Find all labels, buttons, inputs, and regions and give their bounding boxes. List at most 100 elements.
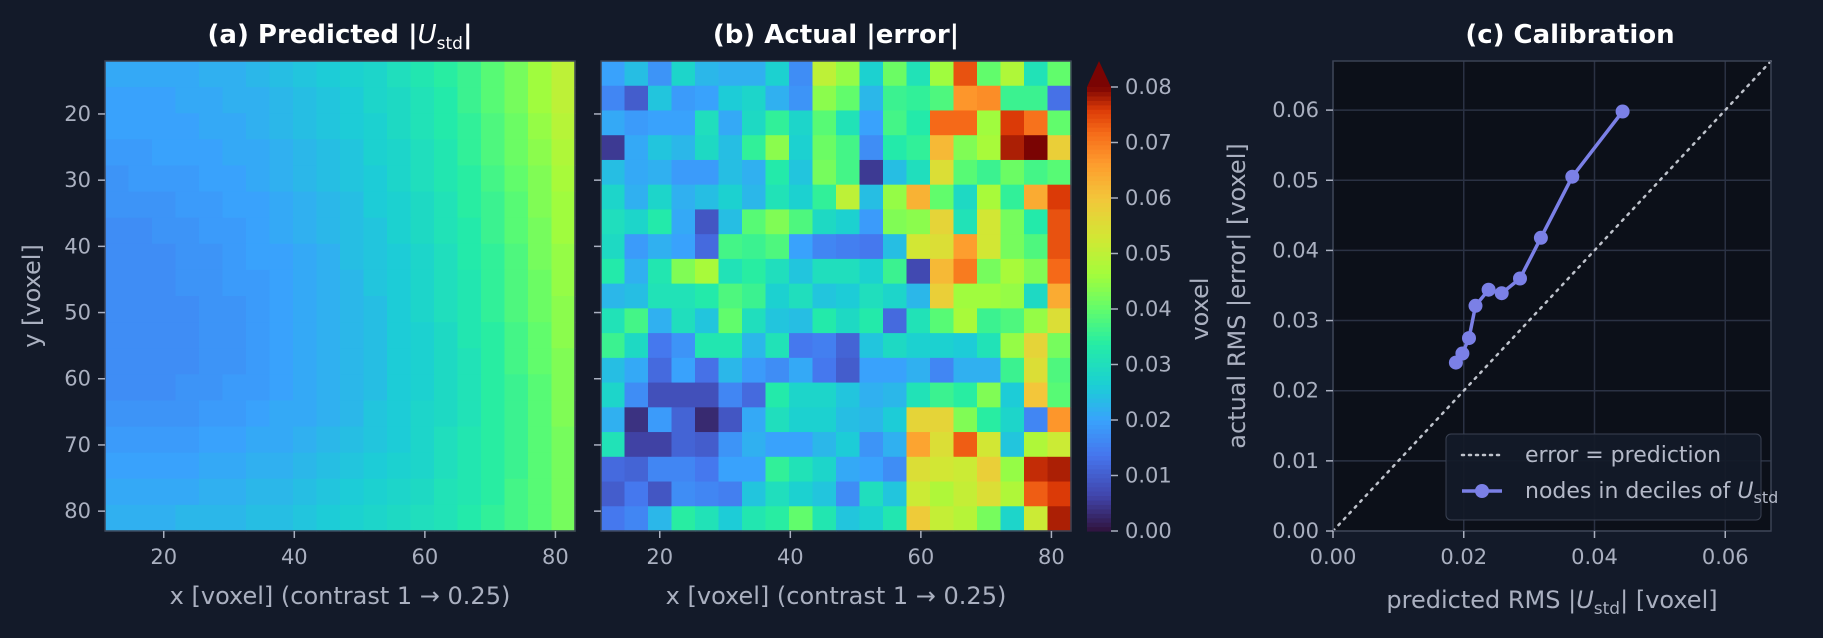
heatmap-cell [551, 504, 576, 532]
calibration-point [1481, 282, 1496, 297]
heatmap-cell [316, 348, 341, 375]
heatmap-cell [434, 87, 459, 114]
colorbar-strip [1087, 220, 1111, 226]
heatmap-cell [624, 234, 649, 260]
heatmap-cell [906, 209, 931, 235]
heatmap-cell [363, 113, 388, 140]
heatmap-cell [859, 85, 884, 112]
heatmap-cell [1024, 481, 1049, 507]
heatmap-cell [765, 234, 790, 260]
heatmap-cell [128, 348, 153, 375]
heatmap-cell [222, 504, 247, 532]
heatmap-cell [293, 113, 318, 140]
heatmap-cell [930, 333, 955, 359]
heatmap-cell [671, 258, 696, 285]
heatmap-cell [1047, 234, 1072, 260]
heatmap-cell [601, 506, 626, 532]
heatmap-cell [906, 110, 931, 136]
heatmap-cell [410, 348, 435, 375]
heatmap-cell [105, 113, 130, 140]
heatmap-cell [624, 85, 649, 112]
heatmap-cell [269, 504, 294, 532]
heatmap-cell [434, 113, 459, 140]
heatmap-cell [293, 478, 318, 506]
heatmap-cell [789, 407, 814, 433]
heatmap-cell [742, 234, 767, 260]
heatmap-cell [883, 382, 908, 408]
heatmap-cell [152, 61, 177, 88]
heatmap-cell [789, 184, 814, 211]
heatmap-cell [601, 61, 626, 87]
heatmap-cell [504, 400, 529, 428]
heatmap-cell [293, 243, 318, 271]
heatmap-cell [789, 135, 814, 161]
heatmap-cell [624, 184, 649, 211]
heatmap-cell [977, 308, 1002, 334]
colorbar-strip [1087, 397, 1111, 403]
heatmap-cell [199, 296, 224, 323]
colorbar-strip [1087, 162, 1111, 168]
heatmap-cell [504, 374, 529, 402]
colorbar-strip [1087, 526, 1111, 532]
colorbar-strip [1087, 375, 1111, 381]
heatmap-cell [930, 283, 955, 309]
heatmap-cell [859, 234, 884, 260]
heatmap-cell [269, 400, 294, 428]
heatmap-cell [789, 283, 814, 309]
heatmap-cell [648, 135, 673, 161]
heatmap-cell [504, 322, 529, 349]
heatmap-cell [836, 85, 861, 112]
heatmap-cell [742, 184, 767, 211]
colorbar-tick-label: 0.08 [1125, 75, 1172, 99]
heatmap-cell [246, 269, 271, 297]
heatmap-cell [199, 322, 224, 349]
heatmap-cell [930, 209, 955, 235]
heatmap-cell [671, 159, 696, 186]
heatmap-cell [175, 348, 200, 375]
heatmap-cell [457, 139, 482, 167]
heatmap-cell [481, 478, 506, 506]
heatmap-cell [222, 322, 247, 349]
heatmap-cell [930, 159, 955, 186]
heatmap-cell [1000, 333, 1025, 359]
heatmap-cell [152, 348, 177, 375]
colorbar-strip [1087, 459, 1111, 465]
heatmap-cell [551, 374, 576, 402]
colorbar-tick-label: 0.07 [1125, 131, 1172, 155]
heatmap-cell [601, 209, 626, 235]
legend-label-reference: error = prediction [1525, 443, 1721, 468]
heatmap-cell [718, 110, 743, 136]
heatmap-cell [128, 478, 153, 506]
colorbar-strip [1087, 424, 1111, 430]
heatmap-cell [953, 308, 978, 334]
colorbar-strip [1087, 184, 1111, 190]
heatmap-cell [742, 135, 767, 161]
colorbar-strip [1087, 198, 1111, 204]
heatmap-cell [648, 184, 673, 211]
heatmap-cell [742, 432, 767, 458]
heatmap-cell [434, 243, 459, 271]
heatmap-cell [742, 209, 767, 235]
heatmap-cell [152, 139, 177, 167]
heatmap-cell [457, 426, 482, 454]
heatmap-cell [624, 506, 649, 532]
heatmap-cell [812, 110, 837, 136]
heatmap-cell [199, 243, 224, 271]
heatmap-cell [648, 110, 673, 136]
heatmap-cell [765, 308, 790, 334]
panel-c-legend: error = prediction nodes in deciles of U… [1445, 433, 1778, 521]
heatmap-cell [1024, 357, 1049, 384]
heatmap-cell [836, 407, 861, 433]
colorbar-strip [1087, 446, 1111, 452]
heatmap-cell [789, 456, 814, 483]
heatmap-cell [1047, 110, 1072, 136]
heatmap-cell [695, 209, 720, 235]
heatmap-cell [977, 159, 1002, 186]
heatmap-cell [601, 258, 626, 285]
x-tick-label: 60 [411, 545, 438, 569]
heatmap-cell [316, 400, 341, 428]
heatmap-cell [246, 217, 271, 245]
heatmap-cell [836, 283, 861, 309]
heatmap-cell [434, 322, 459, 349]
